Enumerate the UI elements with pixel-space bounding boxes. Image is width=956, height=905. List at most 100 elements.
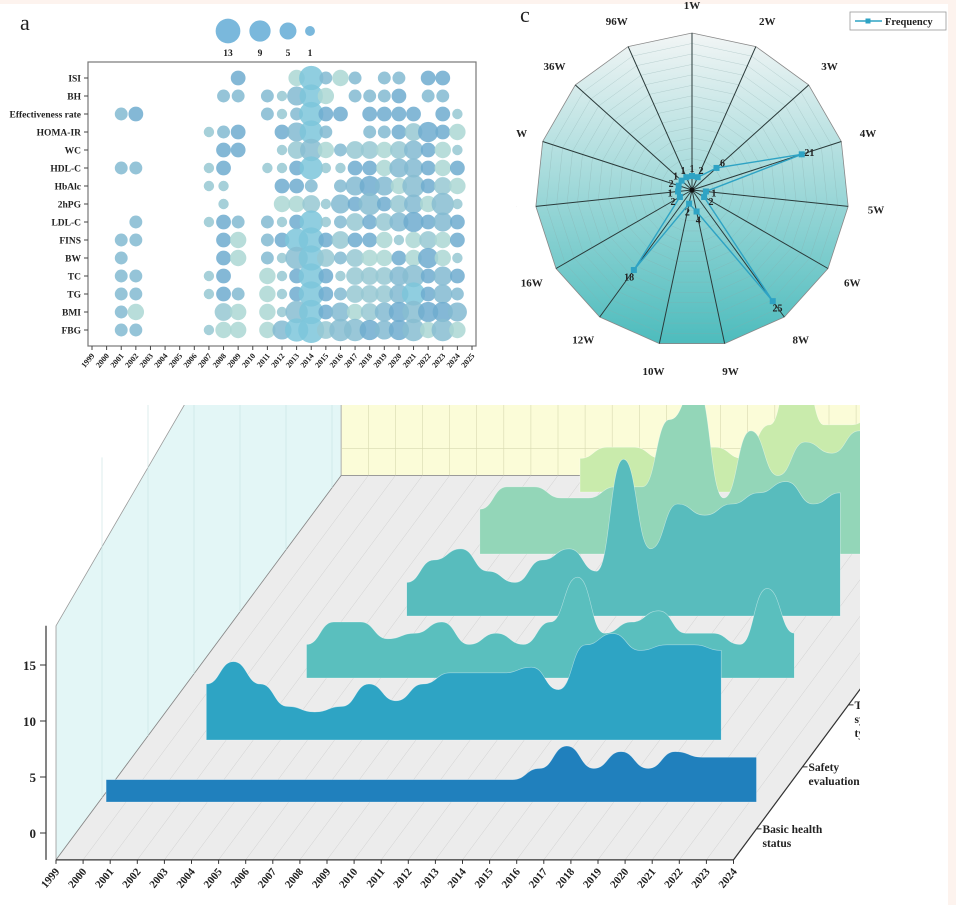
x-tick-label: 2019 xyxy=(372,352,389,370)
bubble xyxy=(334,179,347,193)
bubble xyxy=(114,233,128,247)
y-tick-label: BMI xyxy=(62,309,81,319)
radar-spoke xyxy=(599,189,693,318)
bubble xyxy=(318,304,334,320)
radar-grid-ring xyxy=(608,106,776,273)
x-tick-label: 2006 xyxy=(229,866,253,891)
category-axis xyxy=(733,688,860,861)
bubble xyxy=(402,300,425,324)
bubble xyxy=(360,141,379,159)
bubble xyxy=(419,195,437,213)
bubble xyxy=(298,227,324,253)
bubble xyxy=(450,287,464,301)
bubble xyxy=(333,106,348,122)
bubble xyxy=(375,285,394,303)
bubble xyxy=(347,196,363,212)
bubble xyxy=(259,267,276,285)
x-tick-label: 2001 xyxy=(93,866,116,891)
size-legend-bubble xyxy=(305,26,315,36)
radar-data-point xyxy=(694,174,701,181)
radar-data-label: 21 xyxy=(804,148,814,159)
radar-data-label: 1 xyxy=(673,171,678,182)
y-tick-label: FINS xyxy=(59,237,81,247)
bubble xyxy=(435,124,451,140)
bubble xyxy=(393,234,405,246)
bubble xyxy=(403,158,424,178)
bubble xyxy=(229,249,247,267)
bubble xyxy=(260,233,274,247)
bubble xyxy=(216,232,231,248)
bubble xyxy=(389,158,409,178)
radar-axis-label: 4W xyxy=(860,128,877,140)
bubble xyxy=(359,175,380,197)
bubble xyxy=(216,214,231,230)
y-tick-label: BW xyxy=(65,255,81,265)
radar-axis-label: 2W xyxy=(759,16,776,28)
bubble xyxy=(318,268,334,284)
radar-grid-ring xyxy=(629,126,755,252)
bubble xyxy=(405,231,422,249)
bubble xyxy=(319,125,333,139)
radar-axis-label: 24W xyxy=(516,128,527,140)
radar-grid-ring xyxy=(556,53,828,324)
bubble xyxy=(346,213,364,231)
category-label: Basic health xyxy=(763,824,823,836)
radar-grid-ring xyxy=(681,179,703,201)
radar-grid-ring xyxy=(660,158,724,221)
radar-data-point xyxy=(693,208,700,215)
bubble xyxy=(203,126,215,138)
y-tick-label: HOMA-IR xyxy=(37,129,81,139)
bubble xyxy=(276,162,288,174)
bubble xyxy=(391,88,407,104)
bubble xyxy=(360,267,379,285)
bubble xyxy=(361,249,378,267)
radar-data-label: 2 xyxy=(709,197,714,208)
x-tick-label: 2017 xyxy=(527,866,551,891)
bubble xyxy=(273,195,291,213)
bubble xyxy=(452,144,463,156)
x-tick-label: 2003 xyxy=(147,866,171,891)
radar-data-label: 18 xyxy=(624,272,634,283)
radar-spoke xyxy=(555,189,693,269)
x-tick-label: 2022 xyxy=(662,866,686,891)
panel-label-c: c xyxy=(520,2,530,27)
x-tick-label: 1999 xyxy=(79,352,96,370)
bubble xyxy=(114,287,128,301)
bubble xyxy=(215,321,232,339)
bubble xyxy=(334,287,347,301)
bubble xyxy=(317,87,335,105)
radar-data-point xyxy=(683,174,690,181)
radar-data-point xyxy=(686,200,693,207)
radar-spoke xyxy=(691,189,829,269)
radar-axis-label: 36W xyxy=(544,61,566,73)
bubble xyxy=(335,270,346,282)
bubble xyxy=(318,232,334,248)
bubble xyxy=(114,305,128,319)
bubble xyxy=(420,214,436,230)
series-ribbon xyxy=(406,458,841,617)
legend-box xyxy=(849,11,947,31)
size-legend-label: 9 xyxy=(258,49,263,59)
radar-grid-ring xyxy=(566,64,818,314)
x-tick-label: 2012 xyxy=(391,866,415,891)
radar-center xyxy=(689,187,695,193)
x-tick-label: 2016 xyxy=(500,866,524,891)
radar-data-label: 1 xyxy=(681,166,686,177)
bubble xyxy=(334,215,347,229)
bubble xyxy=(129,323,143,337)
bubble xyxy=(319,71,333,85)
y-tick-label: TG xyxy=(67,291,81,301)
bubble xyxy=(449,123,466,141)
bubble xyxy=(276,90,288,102)
bubble xyxy=(374,302,394,322)
bubble xyxy=(114,269,128,283)
bubble xyxy=(403,140,424,160)
x-tick-label: 2002 xyxy=(120,866,144,891)
x-tick-label: 2012 xyxy=(269,352,286,370)
bubble xyxy=(216,160,231,176)
radar-data-point xyxy=(702,188,709,195)
bubble xyxy=(230,142,246,158)
bubble xyxy=(334,143,347,157)
x-tick-label: 2002 xyxy=(123,352,140,370)
